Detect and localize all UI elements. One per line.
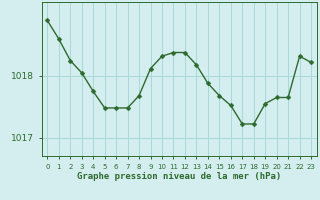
X-axis label: Graphe pression niveau de la mer (hPa): Graphe pression niveau de la mer (hPa) (77, 172, 281, 181)
